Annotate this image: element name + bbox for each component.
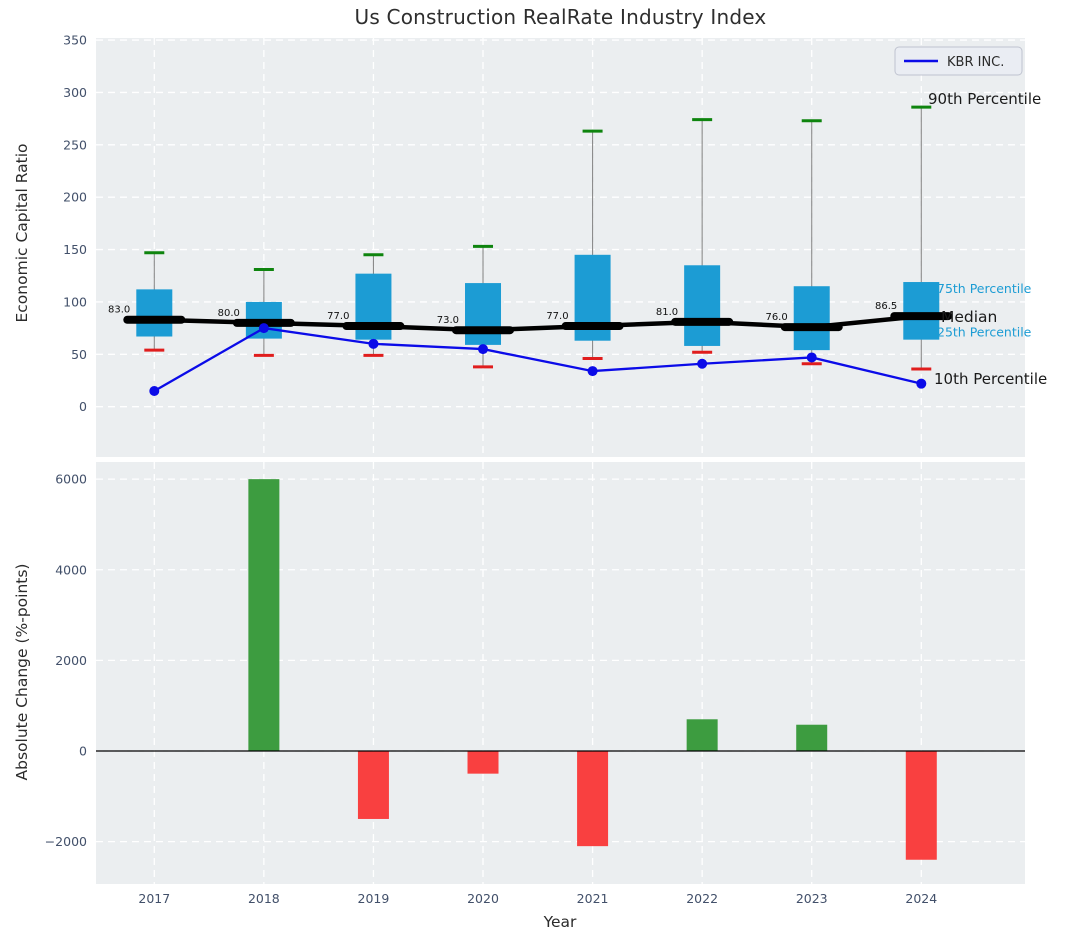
- xtick-label-2022: 2022: [686, 891, 718, 906]
- kbr-point-2020: [478, 344, 489, 355]
- bottom-ytick-label: −2000: [45, 834, 87, 849]
- xtick-label-2024: 2024: [905, 891, 937, 906]
- median-label-2023: 76.0: [765, 312, 787, 323]
- box-2020: [465, 283, 502, 345]
- kbr-point-2018: [258, 323, 269, 334]
- median-label-2020: 73.0: [437, 315, 459, 326]
- annotation-25th-percentile: 25th Percentile: [937, 325, 1032, 340]
- annotation-median: Median: [941, 308, 997, 326]
- box-2022: [684, 265, 721, 346]
- median-label-2019: 77.0: [327, 311, 349, 322]
- bar-2021: [577, 751, 609, 847]
- top-ytick-label: 200: [63, 190, 87, 205]
- median-label-2018: 80.0: [218, 308, 240, 319]
- kbr-point-2024: [916, 378, 927, 389]
- bottom-axes-background: [96, 462, 1025, 884]
- chart-title: Us Construction RealRate Industry Index: [354, 5, 767, 29]
- bar-2022: [686, 719, 718, 751]
- xtick-label-2019: 2019: [358, 891, 390, 906]
- kbr-line: [153, 326, 922, 392]
- kbr-point-2019: [368, 338, 379, 349]
- median-label-2024: 86.5: [875, 301, 897, 312]
- median-label-2022: 81.0: [656, 307, 678, 318]
- xtick-label-2021: 2021: [577, 891, 609, 906]
- kbr-point-2021: [587, 366, 598, 377]
- annotation-10th-percentile: 10th Percentile: [934, 370, 1047, 388]
- top-ytick-label: 250: [63, 137, 87, 152]
- top-ytick-label: 100: [63, 294, 87, 309]
- bar-2019: [357, 751, 389, 819]
- annotation-90th-percentile: 90th Percentile: [928, 90, 1041, 108]
- bottom-ytick-label: 4000: [55, 562, 87, 577]
- top-ytick-label: 300: [63, 85, 87, 100]
- median-label-2021: 77.0: [546, 311, 568, 322]
- box-2024: [903, 282, 940, 340]
- kbr-point-2022: [697, 358, 708, 369]
- annotation-75th-percentile: 75th Percentile: [937, 281, 1032, 296]
- kbr-point-2023: [806, 352, 817, 363]
- box-2017: [136, 289, 173, 337]
- legend-box: [894, 46, 1023, 76]
- top-ytick-label: 150: [63, 242, 87, 257]
- legend-label: KBR INC.: [947, 55, 1004, 70]
- xtick-label-2020: 2020: [467, 891, 499, 906]
- median-label-2017: 83.0: [108, 305, 130, 316]
- top-ytick-label: 0: [79, 399, 87, 414]
- bar-2024: [905, 751, 937, 860]
- box-2023: [793, 286, 830, 351]
- bottom-ytick-label: 2000: [55, 653, 87, 668]
- xtick-label-2017: 2017: [138, 891, 170, 906]
- bar-2023: [796, 724, 828, 751]
- xtick-label-2023: 2023: [796, 891, 828, 906]
- x-axis-label: Year: [543, 913, 577, 931]
- bar-2018: [248, 479, 280, 751]
- legend: KBR INC.: [894, 46, 1023, 76]
- xtick-label-2018: 2018: [248, 891, 280, 906]
- bottom-chart: −2000 0 2000 4000 6000 2017 2018 2019 2020 2021 20…: [45, 462, 1025, 906]
- top-chart: 0 50 100 150 200 250 300 350 83.0 80.0 77.0 73.0 77.…: [63, 33, 1047, 457]
- kbr-point-2017: [149, 385, 160, 396]
- top-ytick-label: 350: [63, 33, 87, 48]
- bar-2020: [467, 751, 499, 774]
- bottom-ytick-label: 6000: [55, 472, 87, 487]
- bottom-ytick-label: 0: [79, 744, 87, 759]
- top-axes-background: [96, 38, 1025, 457]
- top-ytick-label: 50: [71, 347, 87, 362]
